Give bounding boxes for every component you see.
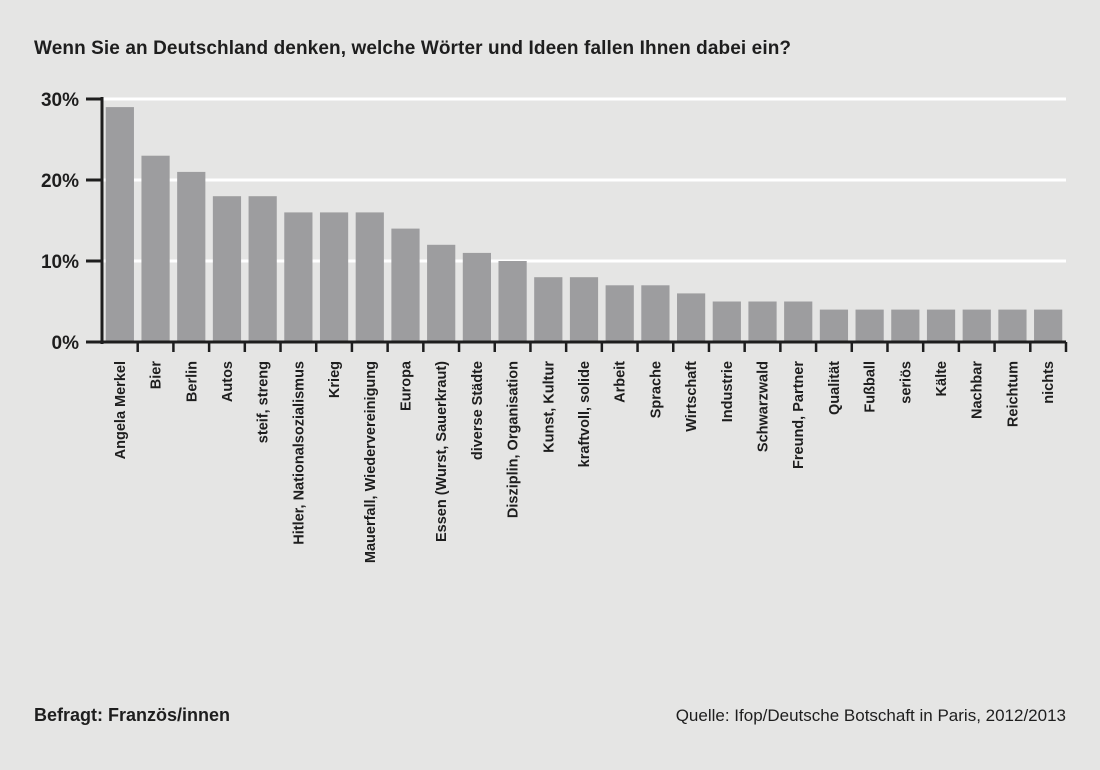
x-tick-label: diverse Städte (470, 361, 486, 460)
x-tick-label: Krieg (327, 361, 343, 398)
bar (998, 309, 1027, 342)
gridlines (102, 97, 1066, 263)
bar (319, 212, 349, 342)
x-tick-label: Freund, Partner (791, 361, 807, 469)
bar (391, 228, 420, 342)
x-tick-label: Fußball (863, 361, 879, 413)
x-tick-label: Kunst, Kultur (541, 361, 557, 453)
y-tick-labels: 0% 10% 20% 30% (41, 90, 79, 354)
bar (926, 309, 956, 342)
x-tick-label: Europa (398, 360, 414, 411)
respondents-note: Befragt: Französ/innen (34, 705, 231, 725)
bar (284, 212, 313, 342)
bar (498, 261, 527, 342)
x-tick-label: kraftvoll, solide (577, 361, 593, 467)
bar (141, 155, 170, 342)
y-tick-label: 30% (41, 90, 79, 111)
bar (248, 196, 277, 342)
x-tick-label: Schwarzwald (756, 361, 772, 452)
x-tick-label: Mauerfall, Wiedervereinigung (363, 361, 379, 563)
bar (212, 196, 242, 342)
x-tick-label: Berlin (184, 361, 200, 402)
x-tick-label: Wirtschaft (684, 361, 700, 432)
bar (962, 309, 991, 342)
bar (819, 309, 849, 342)
bar (748, 301, 777, 342)
bar (427, 244, 456, 342)
axes (86, 97, 1068, 352)
bar (855, 309, 884, 342)
x-tick-label: Angela Merkel (113, 361, 129, 459)
x-tick-label: Reichtum (1005, 361, 1021, 427)
bar (677, 293, 706, 342)
bar (534, 277, 563, 342)
x-tick-label: seriös (898, 361, 914, 404)
y-tick-label: 0% (52, 333, 80, 354)
bar (891, 309, 920, 342)
x-tick-label: Sprache (648, 361, 664, 418)
bar (1034, 309, 1063, 342)
bar (641, 285, 670, 342)
x-tick-labels: Angela Merkel Bier Berlin Autos steif, stren… (113, 360, 1057, 563)
x-tick-label: Disziplin, Organisation (506, 361, 522, 518)
x-tick-label: Hitler, Nationalsozialismus (291, 361, 307, 545)
x-tick-label: Kälte (934, 361, 950, 396)
x-tick-label: steif, streng (256, 361, 272, 443)
bar (569, 277, 599, 342)
x-tick-label: Industrie (720, 361, 736, 422)
y-tick-label: 10% (41, 252, 79, 273)
x-tick-label: Qualität (827, 361, 843, 415)
bar (462, 252, 491, 342)
bar (177, 171, 206, 342)
x-tick-label: Nachbar (970, 361, 986, 419)
source-note: Quelle: Ifop/Deutsche Botschaft in Paris… (675, 706, 1066, 725)
chart-title: Wenn Sie an Deutschland denken, welche W… (34, 38, 792, 59)
bar (105, 107, 134, 342)
bar (712, 301, 741, 342)
bar (355, 212, 384, 342)
bars (105, 107, 1063, 342)
y-tick-label: 20% (41, 171, 79, 192)
bar-chart: 0% 10% 20% 30% Angela Merkel Bier Berlin Autos… (41, 90, 1068, 563)
bar (784, 301, 813, 342)
x-tick-label: Bier (149, 361, 165, 390)
x-tick-label: Autos (220, 361, 236, 402)
x-tick-label: Arbeit (613, 361, 629, 403)
x-tick-label: nichts (1041, 361, 1057, 404)
x-tick-label: Essen (Wurst, Sauerkraut) (434, 361, 450, 542)
bar (605, 285, 634, 342)
